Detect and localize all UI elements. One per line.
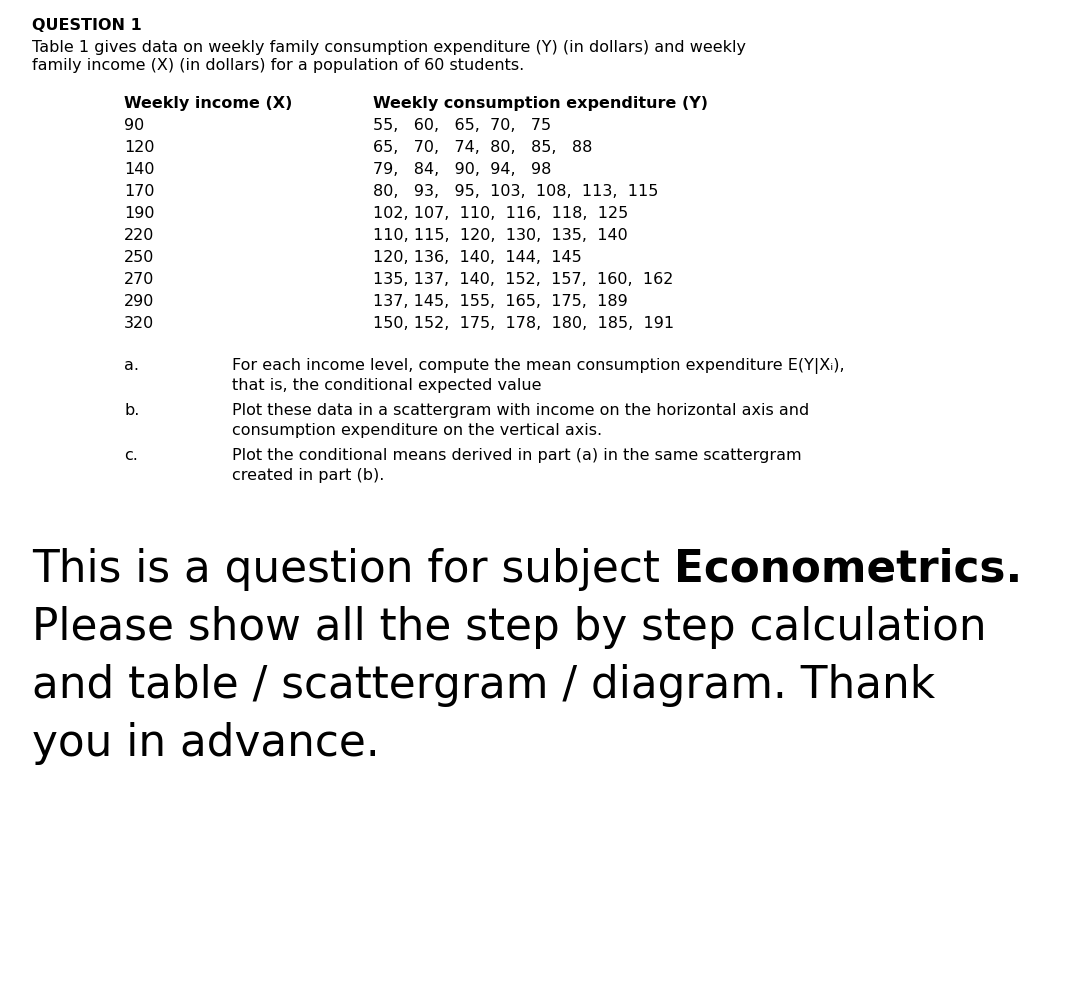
Text: 190: 190 [124,206,154,221]
Text: 137, 145,  155,  165,  175,  189: 137, 145, 155, 165, 175, 189 [373,294,627,309]
Text: This is a question for subject: This is a question for subject [32,548,674,591]
Text: 220: 220 [124,228,154,243]
Text: Econometrics.: Econometrics. [674,548,1023,591]
Text: For each income level, compute the mean consumption expenditure E(Y|Xᵢ),: For each income level, compute the mean … [232,358,845,374]
Text: family income (X) (in dollars) for a population of 60 students.: family income (X) (in dollars) for a pop… [32,58,525,73]
Text: b.: b. [124,403,139,418]
Text: Table 1 gives data on weekly family consumption expenditure (Y) (in dollars) and: Table 1 gives data on weekly family cons… [32,40,746,55]
Text: Weekly income (X): Weekly income (X) [124,96,293,111]
Text: 170: 170 [124,184,154,199]
Text: 120: 120 [124,140,154,155]
Text: 55,   60,   65,  70,   75: 55, 60, 65, 70, 75 [373,118,551,133]
Text: 102, 107,  110,  116,  118,  125: 102, 107, 110, 116, 118, 125 [373,206,627,221]
Text: 110, 115,  120,  130,  135,  140: 110, 115, 120, 130, 135, 140 [373,228,627,243]
Text: 65,   70,   74,  80,   85,   88: 65, 70, 74, 80, 85, 88 [373,140,592,155]
Text: 79,   84,   90,  94,   98: 79, 84, 90, 94, 98 [373,162,551,177]
Text: 140: 140 [124,162,154,177]
Text: Please show all the step by step calculation: Please show all the step by step calcula… [32,606,987,649]
Text: 80,   93,   95,  103,  108,  113,  115: 80, 93, 95, 103, 108, 113, 115 [373,184,658,199]
Text: 150, 152,  175,  178,  180,  185,  191: 150, 152, 175, 178, 180, 185, 191 [373,316,674,331]
Text: Plot these data in a scattergram with income on the horizontal axis and: Plot these data in a scattergram with in… [232,403,809,418]
Text: 135, 137,  140,  152,  157,  160,  162: 135, 137, 140, 152, 157, 160, 162 [373,272,673,287]
Text: and table / scattergram / diagram. Thank: and table / scattergram / diagram. Thank [32,664,935,707]
Text: QUESTION 1: QUESTION 1 [32,18,143,33]
Text: Plot the conditional means derived in part (a) in the same scattergram: Plot the conditional means derived in pa… [232,448,801,463]
Text: Weekly consumption expenditure (Y): Weekly consumption expenditure (Y) [373,96,707,111]
Text: that is, the conditional expected value: that is, the conditional expected value [232,378,542,393]
Text: you in advance.: you in advance. [32,722,380,765]
Text: created in part (b).: created in part (b). [232,468,384,483]
Text: 120, 136,  140,  144,  145: 120, 136, 140, 144, 145 [373,250,581,265]
Text: 270: 270 [124,272,154,287]
Text: c.: c. [124,448,138,463]
Text: 90: 90 [124,118,145,133]
Text: 290: 290 [124,294,154,309]
Text: consumption expenditure on the vertical axis.: consumption expenditure on the vertical … [232,423,603,438]
Text: 320: 320 [124,316,154,331]
Text: a.: a. [124,358,139,373]
Text: 250: 250 [124,250,154,265]
